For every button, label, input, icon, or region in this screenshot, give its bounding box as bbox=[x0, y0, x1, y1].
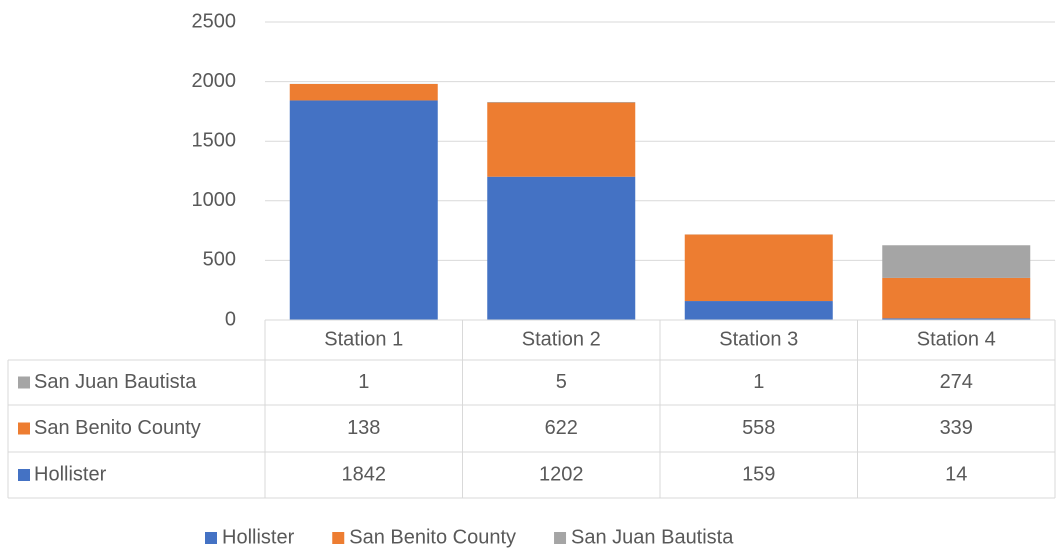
table-row-label: San Juan Bautista bbox=[34, 371, 197, 393]
legend-label: San Juan Bautista bbox=[571, 526, 734, 548]
y-tick-label: 0 bbox=[225, 308, 236, 330]
x-tick-label: Station 2 bbox=[522, 328, 601, 350]
y-tick-label: 2500 bbox=[192, 10, 237, 32]
table-cell: 1202 bbox=[539, 463, 584, 485]
bar-segment bbox=[487, 176, 636, 320]
bar-segment bbox=[487, 101, 636, 103]
table-cell: 339 bbox=[940, 417, 973, 439]
legend-label: San Benito County bbox=[349, 526, 516, 548]
bar-segment bbox=[487, 102, 636, 177]
legend-key bbox=[332, 532, 345, 544]
table-cell: 1842 bbox=[342, 463, 387, 485]
table-row-label: San Benito County bbox=[34, 417, 201, 439]
bar-segment bbox=[289, 83, 438, 101]
table-row-label: Hollister bbox=[34, 463, 107, 485]
y-tick-label: 1000 bbox=[192, 189, 237, 211]
bar-segment bbox=[684, 234, 833, 302]
table-cell: 558 bbox=[742, 417, 775, 439]
y-tick-label: 1500 bbox=[192, 129, 237, 151]
table-cell: 159 bbox=[742, 463, 775, 485]
table-cell: 1 bbox=[358, 371, 369, 393]
table-cell: 138 bbox=[347, 417, 380, 439]
table-cell: 1 bbox=[753, 371, 764, 393]
legend-key bbox=[18, 376, 30, 389]
y-tick-label: 500 bbox=[203, 249, 236, 271]
legend-label: Hollister bbox=[222, 526, 295, 548]
bar-segment bbox=[684, 301, 833, 320]
table-cell: 274 bbox=[940, 371, 973, 393]
legend-key bbox=[18, 422, 30, 435]
legend-key bbox=[18, 469, 30, 481]
bar-segment bbox=[289, 100, 438, 321]
bar-segment bbox=[882, 318, 1031, 320]
bar-segment bbox=[882, 277, 1031, 319]
y-tick-label: 2000 bbox=[192, 70, 237, 92]
table-cell: 14 bbox=[945, 463, 967, 485]
table-cell: 5 bbox=[556, 371, 567, 393]
x-tick-label: Station 3 bbox=[719, 328, 798, 350]
bar-segment bbox=[882, 245, 1031, 278]
x-tick-label: Station 4 bbox=[917, 328, 996, 350]
legend-key bbox=[205, 532, 217, 544]
legend-key bbox=[554, 532, 567, 544]
table-cell: 622 bbox=[545, 417, 578, 439]
x-tick-label: Station 1 bbox=[324, 328, 403, 350]
